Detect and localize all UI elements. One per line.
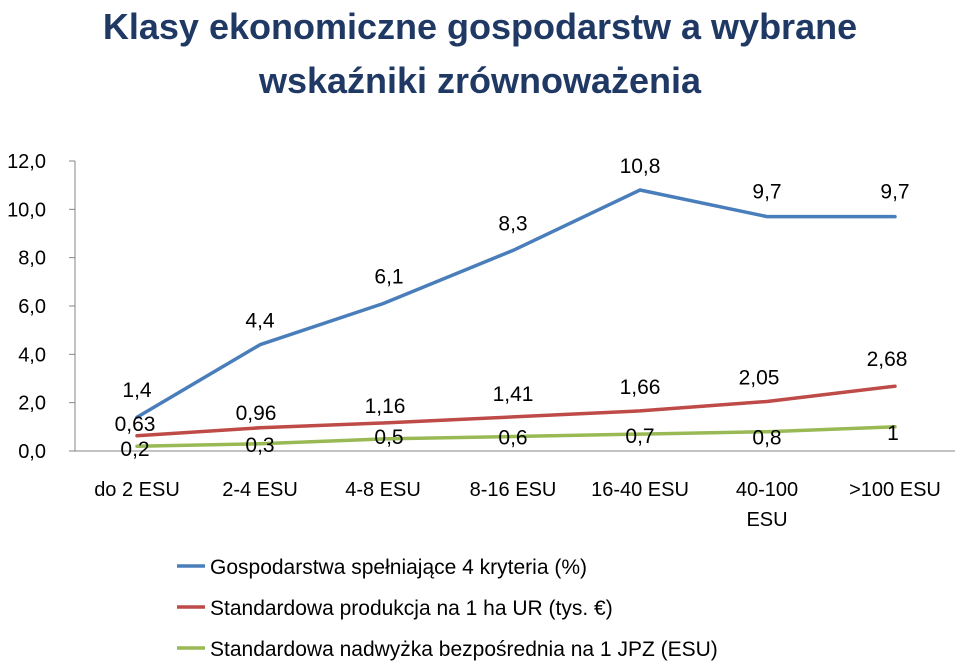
chart-title: Klasy ekonomiczne gospodarstw a wybrane … — [102, 6, 858, 101]
data-labels: 1,44,46,18,310,89,7 9,70,63 0,96 1,161,41 1,… — [115, 155, 910, 461]
y-tick-label: 10,0 — [7, 199, 46, 221]
x-tick-label: 40-100 ESU — [736, 479, 798, 531]
x-tick-label: 2-4 ESU — [222, 479, 298, 501]
data-label: 0,3 — [245, 434, 274, 457]
data-label: 0,2 — [120, 438, 149, 461]
x-tick-label: do 2 ESU — [94, 479, 180, 501]
data-label: 1,16 — [365, 395, 406, 418]
data-label: 2,68 — [867, 348, 908, 371]
data-label: 8,3 — [498, 212, 527, 235]
y-tick-label: 12,0 — [7, 151, 46, 173]
series-line-2 — [135, 384, 897, 438]
data-label: 6,1 — [374, 266, 403, 289]
y-tick-label: 8,0 — [18, 248, 46, 270]
data-label: 9,7 — [880, 181, 909, 204]
data-label: 10,8 — [620, 155, 661, 178]
data-label: 0,96 — [236, 402, 277, 425]
legend-label-2: Standardowa produkcja na 1 ha UR (tys. €… — [210, 597, 613, 620]
data-label: 0,6 — [498, 427, 527, 450]
data-label: 0,63 — [115, 413, 156, 436]
y-tick-label: 6,0 — [18, 296, 46, 318]
x-tick-label: 4-8 ESU — [345, 479, 421, 501]
y-tick-label: 4,0 — [18, 344, 46, 366]
x-tick-label: 16-40 ESU — [591, 479, 689, 501]
x-tick-label: 8-16 ESU — [470, 479, 557, 501]
legend-label-1: Gospodarstwa spełniające 4 kryteria (%) — [210, 556, 587, 579]
y-tick-label: 0,0 — [18, 441, 46, 463]
data-label: 0,8 — [752, 427, 781, 450]
data-label: 1,4 — [122, 379, 152, 402]
data-label: 9,7 — [752, 181, 781, 204]
legend: Gospodarstwa spełniające 4 kryteria (%) S… — [177, 556, 718, 661]
data-label: 4,4 — [245, 310, 275, 333]
data-label: 0,5 — [374, 426, 403, 449]
series-line-3 — [135, 425, 897, 448]
data-label: 2,05 — [739, 366, 780, 389]
x-axis: do 2 ESU 2-4 ESU 4-8 ESU 8-16 ESU 16-40 ESU 4… — [75, 450, 955, 531]
series-line-1 — [135, 188, 897, 419]
y-tick-label: 2,0 — [18, 393, 46, 415]
x-tick-label: >100 ESU — [849, 479, 941, 501]
data-label: 0,7 — [625, 425, 654, 448]
legend-label-3: Standardowa nadwyżka bezpośrednia na 1 J… — [210, 638, 718, 661]
data-label: 1,66 — [620, 376, 661, 399]
y-axis: 0,0 2,0 4,0 6,0 8,0 10,0 12,0 — [7, 151, 76, 463]
data-label: 1,41 — [493, 383, 534, 406]
series-group — [135, 188, 897, 448]
data-label: 1 — [887, 422, 899, 445]
